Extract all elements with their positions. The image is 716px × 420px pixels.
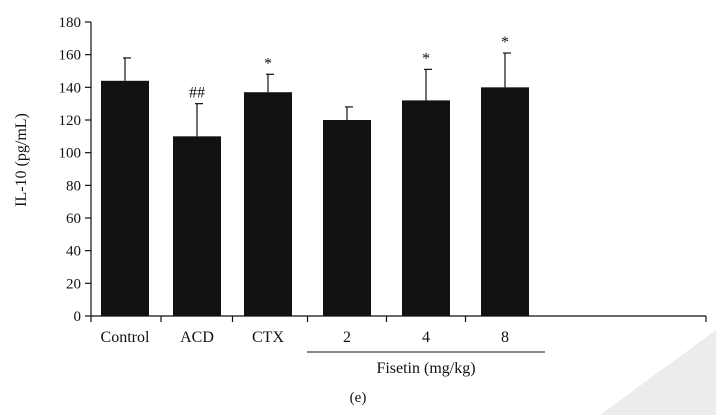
y-tick-label-100: 100 xyxy=(59,146,82,162)
group-label: Fisetin (mg/kg) xyxy=(376,360,475,377)
y-tick-label-40: 40 xyxy=(66,244,81,260)
bar-ctx xyxy=(244,92,292,316)
y-axis-label: IL-10 (pg/mL) xyxy=(13,113,30,207)
bar-acd xyxy=(173,136,221,316)
panel-label: (e) xyxy=(350,390,367,406)
y-tick-label-80: 80 xyxy=(66,178,81,194)
y-tick-label-120: 120 xyxy=(59,113,82,129)
significance-mark-acd: ## xyxy=(189,85,205,102)
x-tick-label-acd: ACD xyxy=(180,329,214,346)
x-tick-label-control: Control xyxy=(101,329,150,346)
annotations: ## * * * Fisetin (mg/kg) xyxy=(189,34,545,377)
y-tick-label-60: 60 xyxy=(66,211,81,227)
bar-control xyxy=(101,80,149,316)
significance-mark-8: * xyxy=(501,34,509,51)
watermark-triangle-shape xyxy=(600,330,716,415)
x-axis: Control ACD CTX 2 4 8 xyxy=(90,315,707,346)
y-tick-label-20: 20 xyxy=(66,276,81,292)
bar-8 xyxy=(481,87,529,316)
bars xyxy=(101,52,529,317)
y-axis: 0 20 40 60 80 100 120 140 160 180 xyxy=(59,15,92,325)
significance-mark-4: * xyxy=(422,50,430,67)
bar-2 xyxy=(323,120,371,316)
x-tick-label-2: 2 xyxy=(343,329,351,346)
significance-mark-ctx: * xyxy=(264,55,272,72)
x-tick-label-ctx: CTX xyxy=(252,329,284,346)
y-tick-label-160: 160 xyxy=(59,48,82,64)
x-tick-label-8: 8 xyxy=(501,329,509,346)
y-tick-label-140: 140 xyxy=(59,80,82,96)
y-tick-label-0: 0 xyxy=(74,309,82,325)
y-tick-label-180: 180 xyxy=(59,15,82,31)
x-tick-label-4: 4 xyxy=(422,329,430,346)
bar-4 xyxy=(402,100,450,317)
